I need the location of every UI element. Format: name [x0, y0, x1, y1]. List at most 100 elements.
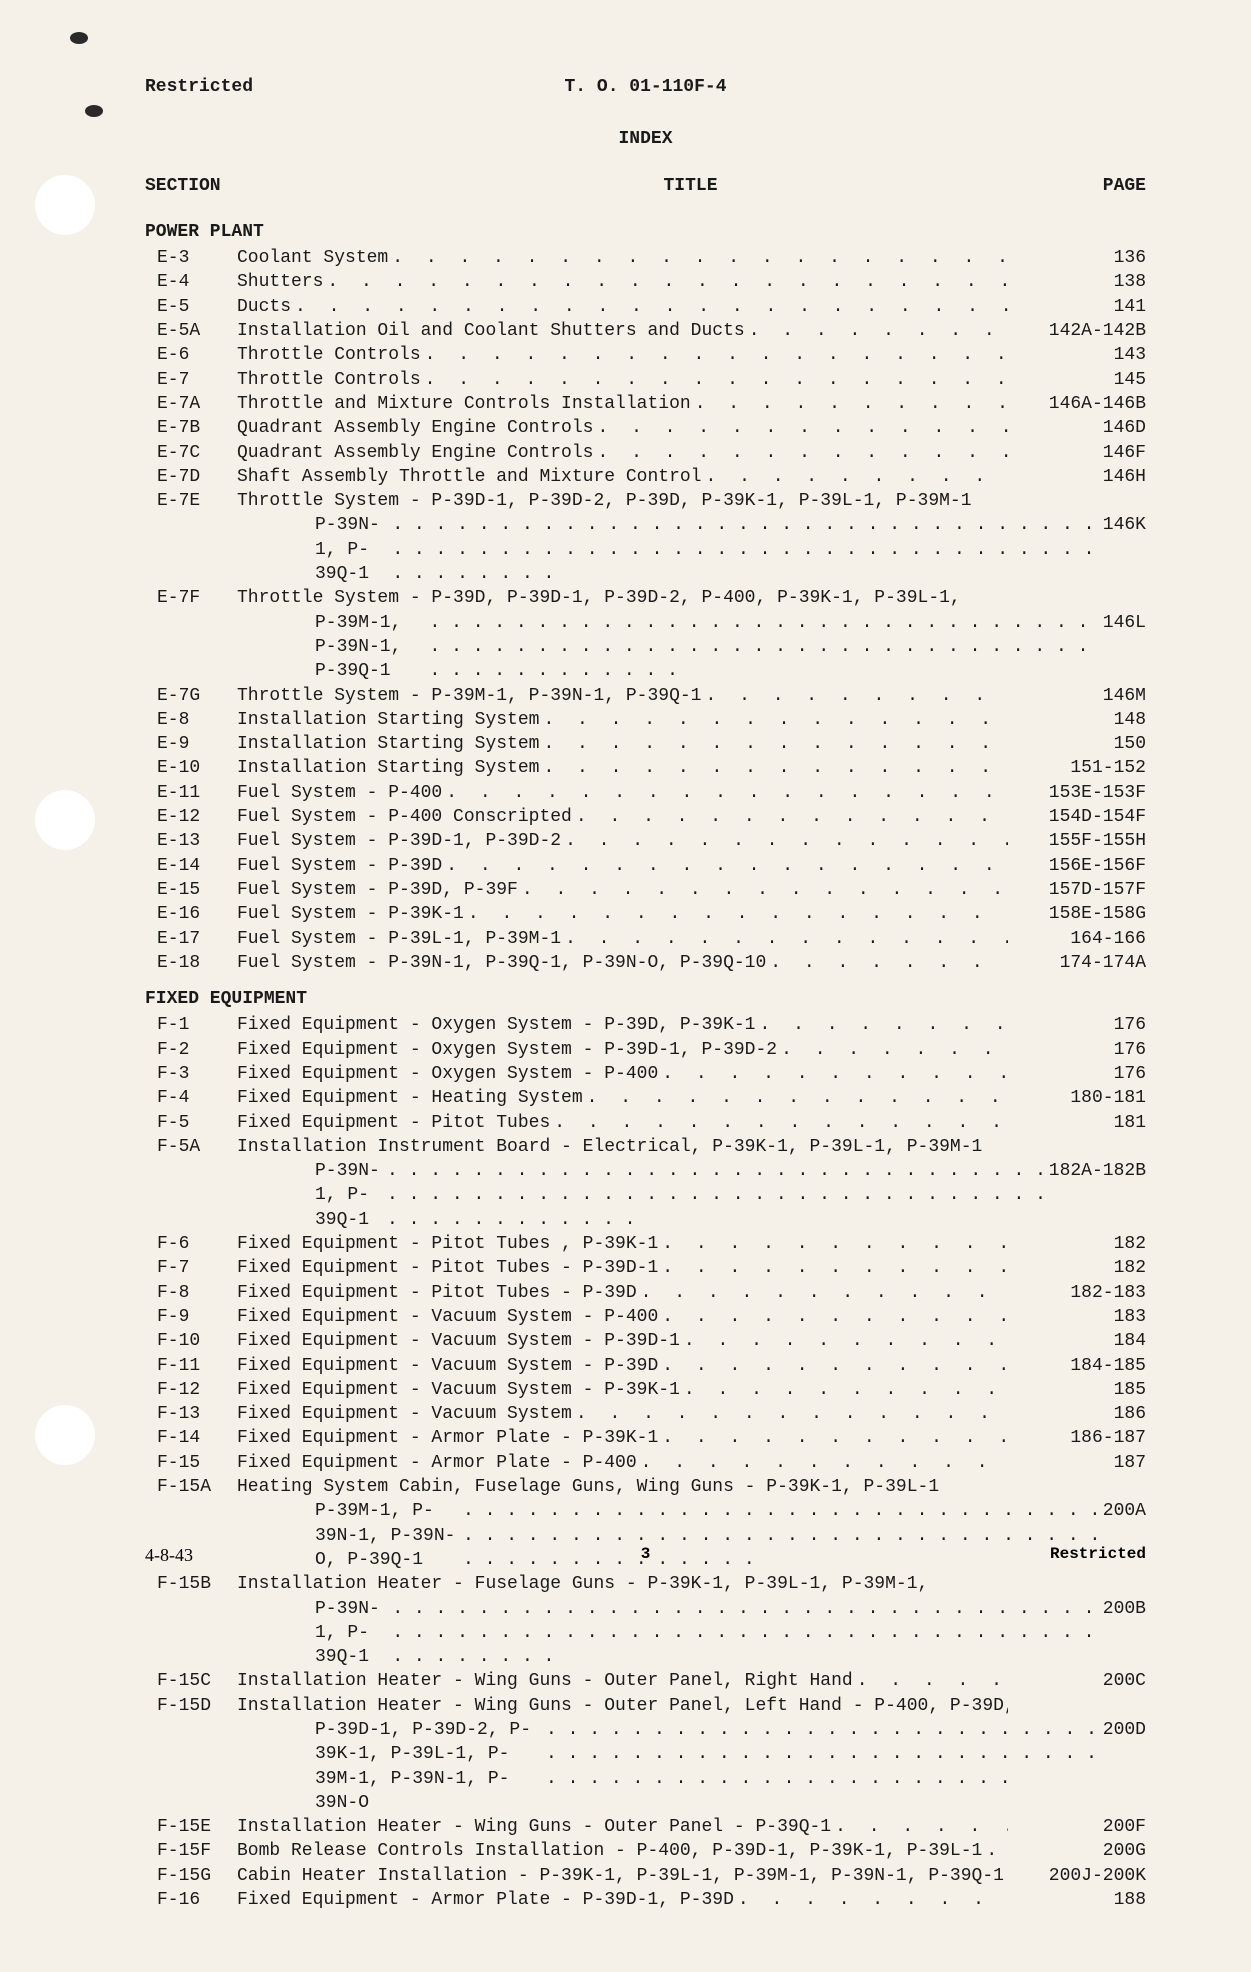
index-entry: F-15EInstallation Heater - Wing Guns - O…: [145, 1815, 1146, 1839]
classification-top: Restricted: [145, 75, 395, 99]
index-entry: F-15Fixed Equipment - Armor Plate - P-40…: [145, 1451, 1146, 1475]
entry-section: F-5A: [145, 1135, 237, 1159]
entry-section: E-6: [145, 343, 237, 367]
classification-bottom: Restricted: [1050, 1545, 1146, 1566]
entry-page: 141: [1008, 295, 1146, 319]
entry-page: 200A: [1103, 1499, 1146, 1523]
entry-page: 200C: [1008, 1669, 1146, 1693]
entry-page: 158E-158G: [1008, 902, 1146, 926]
entry-section: F-13: [145, 1402, 237, 1426]
entry-section: E-7A: [145, 392, 237, 416]
leader-dots: . . . . . . . . . . . . . . . . . . . . …: [464, 902, 1008, 926]
leader-dots: . . . . . . . . . . . . . . . . . . . . …: [701, 465, 1008, 489]
entry-title-cont: P-39M-1, P-39N-1, P-39Q-1: [315, 611, 430, 684]
leader-dots: . . . . . . . . . . . . . . . . . . . . …: [572, 1402, 1008, 1426]
entry-page: 150: [1008, 732, 1146, 756]
index-entry: E-13Fuel System - P-39D-1, P-39D-2 . . .…: [145, 829, 1146, 853]
entry-title: Installation Heater - Wing Guns - Outer …: [237, 1669, 853, 1693]
entry-title: Installation Starting System: [237, 756, 539, 780]
entry-page: 176: [1008, 1013, 1146, 1037]
entry-page: 145: [1008, 368, 1146, 392]
entry-page: 146A-146B: [1008, 392, 1146, 416]
index-entry: F-16Fixed Equipment - Armor Plate - P-39…: [145, 1888, 1146, 1912]
entry-title: Fuel System - P-39N-1, P-39Q-1, P-39N-O,…: [237, 951, 766, 975]
leader-dots: . . . . . . . . . . . . . . . . . . . . …: [442, 854, 1008, 878]
index-entry: F-15FBomb Release Controls Installation …: [145, 1839, 1146, 1863]
entry-page: 200F: [1008, 1815, 1146, 1839]
entry-title: Installation Heater - Wing Guns - Outer …: [237, 1815, 831, 1839]
index-entry: E-12Fuel System - P-400 Conscripted . . …: [145, 805, 1146, 829]
index-entry: F-5Fixed Equipment - Pitot Tubes . . . .…: [145, 1111, 1146, 1135]
entry-page: 185: [1008, 1378, 1146, 1402]
index-entry-continuation: P-39M-1, P-39N-1, P-39Q-1 . . . . . . . …: [145, 611, 1146, 684]
index-entry: E-10Installation Starting System . . . .…: [145, 756, 1146, 780]
entry-section: E-17: [145, 927, 237, 951]
entry-title: Throttle and Mixture Controls Installati…: [237, 392, 691, 416]
index-entry-continuation: P-39N-1, P-39Q-1 . . . . . . . . . . . .…: [145, 1597, 1146, 1670]
entry-section: E-18: [145, 951, 237, 975]
entry-section: E-7G: [145, 684, 237, 708]
entry-page: 200B: [1103, 1597, 1146, 1621]
entry-page: 146H: [1008, 465, 1146, 489]
entry-page: 188: [1008, 1888, 1146, 1912]
leader-dots: . . . . . . . . . . . . . . . . . . . . …: [658, 1232, 1008, 1256]
index-entry: E-8Installation Starting System . . . . …: [145, 708, 1146, 732]
entry-page: 146L: [1103, 611, 1146, 635]
leader-dots: . . . . . . . . . . . . . . . . . . . . …: [701, 684, 1008, 708]
entry-page: 143: [1008, 343, 1146, 367]
entry-section: F-8: [145, 1281, 237, 1305]
entry-section: F-15D: [145, 1694, 237, 1718]
entry-title-cont: P-39N-1, P-39Q-1: [315, 1597, 392, 1670]
leader-dots: . . . . . . . . . . . . . . . . . . . . …: [387, 1159, 1049, 1232]
document-page: Restricted T. O. 01-110F-4 INDEX SECTION…: [0, 0, 1251, 1972]
entry-page: 154D-154F: [1008, 805, 1146, 829]
entry-page: 156E-156F: [1008, 854, 1146, 878]
entry-section: F-15: [145, 1451, 237, 1475]
col-header-title: TITLE: [365, 174, 1016, 198]
leader-dots: . . . . . . . . . . . . . . . . . . . . …: [831, 1815, 1008, 1839]
entry-section: E-5A: [145, 319, 237, 343]
index-entry: E-3Coolant System . . . . . . . . . . . …: [145, 246, 1146, 270]
entry-page: 183: [1008, 1305, 1146, 1329]
entry-title: Installation Heater - Wing Guns - Outer …: [237, 1694, 1008, 1718]
index-entry: F-11Fixed Equipment - Vacuum System - P-…: [145, 1354, 1146, 1378]
entry-section: F-3: [145, 1062, 237, 1086]
entry-page: 182A-182B: [1049, 1159, 1146, 1183]
entry-page: 142A-142B: [1008, 319, 1146, 343]
index-entry: E-7GThrottle System - P-39M-1, P-39N-1, …: [145, 684, 1146, 708]
entry-section: F-15F: [145, 1839, 237, 1863]
entry-page: 174-174A: [1008, 951, 1146, 975]
leader-dots: . . . . . . . . . . . . . . . . . . . . …: [421, 343, 1008, 367]
entry-title: Fixed Equipment - Vacuum System - P-400: [237, 1305, 658, 1329]
entry-title-cont: P-39N-1, P-39Q-1: [315, 513, 392, 586]
leader-dots: . . . . . . . . . . . . . . . . . . . . …: [546, 1718, 1103, 1791]
leader-dots: . . . . . . . . . . . . . . . . . . . . …: [539, 756, 1008, 780]
entry-title: Fixed Equipment - Vacuum System - P-39D: [237, 1354, 658, 1378]
leader-dots: . . . . . . . . . . . . . . . . . . . . …: [572, 805, 1008, 829]
index-entry: F-6Fixed Equipment - Pitot Tubes , P-39K…: [145, 1232, 1146, 1256]
index-entry-continuation: P-39N-1, P-39Q-1 . . . . . . . . . . . .…: [145, 513, 1146, 586]
entry-title: Quadrant Assembly Engine Controls: [237, 441, 593, 465]
leader-dots: . . . . . . . . . . . . . . . . . . . . …: [982, 1839, 1008, 1863]
entry-title: Fixed Equipment - Armor Plate - P-39D-1,…: [237, 1888, 734, 1912]
entry-page: 155F-155H: [1008, 829, 1146, 853]
page-header: Restricted T. O. 01-110F-4: [145, 75, 1146, 99]
entry-section: E-3: [145, 246, 237, 270]
entry-section: E-13: [145, 829, 237, 853]
index-entry: F-3Fixed Equipment - Oxygen System - P-4…: [145, 1062, 1146, 1086]
leader-dots: . . . . . . . . . . . . . . . . . . . . …: [392, 1597, 1102, 1670]
entry-section: F-5: [145, 1111, 237, 1135]
leader-dots: . . . . . . . . . . . . . . . . . . . . …: [561, 829, 1008, 853]
leader-dots: . . . . . . . . . . . . . . . . . . . . …: [755, 1013, 1008, 1037]
entry-page: 164-166: [1008, 927, 1146, 951]
index-entry: F-7Fixed Equipment - Pitot Tubes - P-39D…: [145, 1256, 1146, 1280]
punch-hole: [35, 1405, 95, 1465]
scan-mark: [70, 32, 88, 44]
leader-dots: . . . . . . . . . . . . . . . . . . . . …: [291, 295, 1008, 319]
page-footer: 4-8-43 3 Restricted: [145, 1545, 1146, 1566]
index-entry: F-15CInstallation Heater - Wing Guns - O…: [145, 1669, 1146, 1693]
entry-title: Fixed Equipment - Pitot Tubes - P-39D: [237, 1281, 637, 1305]
column-headers: SECTION TITLE PAGE: [145, 174, 1146, 198]
entry-title: Fixed Equipment - Oxygen System - P-39D,…: [237, 1013, 755, 1037]
entry-section: F-15A: [145, 1475, 237, 1499]
